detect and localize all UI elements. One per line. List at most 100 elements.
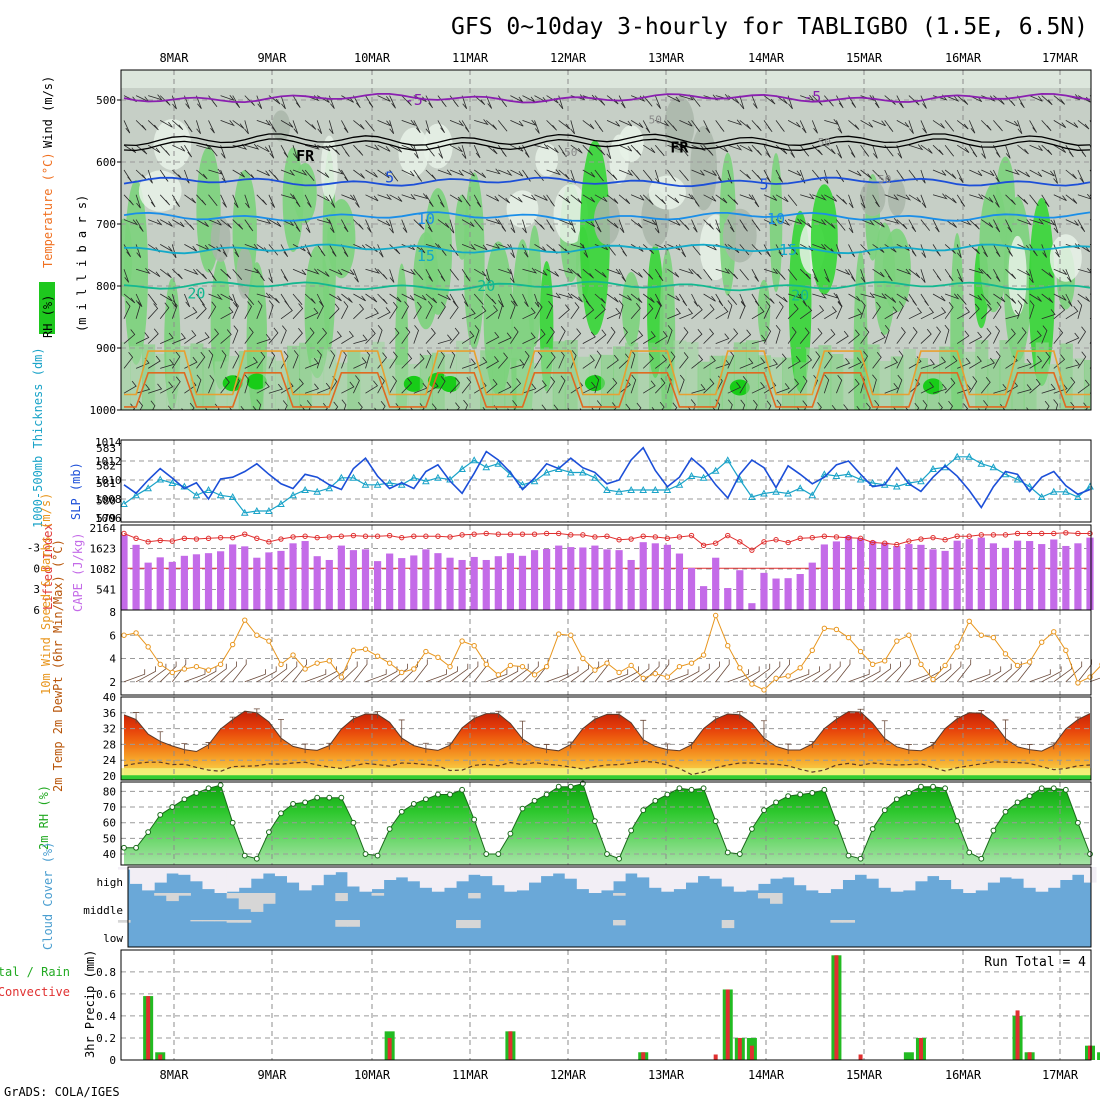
- cape-bar-54: [772, 578, 780, 610]
- temp-minmax-bar: [398, 719, 405, 743]
- temp-minmax-bar: [978, 710, 985, 718]
- cloud-bar-high: [166, 867, 179, 874]
- cape-bar-9: [229, 544, 237, 610]
- precip-conv-bar-52: [749, 1045, 754, 1060]
- rh2m-point: [833, 819, 840, 826]
- li-point: [290, 534, 296, 540]
- li-point: [616, 537, 622, 543]
- rh-legend-swatch: [39, 282, 55, 334]
- temp-minmax-bar: [616, 711, 623, 719]
- rh2m-point: [241, 852, 248, 859]
- li-point: [507, 531, 514, 537]
- wind-point: [712, 612, 719, 619]
- thickness-point: [277, 499, 285, 507]
- slp-series: [120, 446, 1094, 516]
- rh2m-point: [543, 791, 550, 798]
- contour-label-3: FR: [670, 139, 689, 157]
- isotherm-15: [123, 243, 1091, 255]
- temp-minmax-bar: [374, 711, 381, 719]
- bottom-date-9: 17MAR: [1042, 1068, 1079, 1082]
- li-point: [930, 534, 936, 541]
- wind-point: [797, 665, 803, 671]
- cloud-bar-high: [1011, 867, 1025, 879]
- cloud-bar-high: [407, 867, 421, 882]
- wind-point: [906, 632, 912, 638]
- top-date-8: 16MAR: [945, 51, 982, 65]
- cape-bar-75: [1026, 541, 1034, 610]
- cloud-bar-middle: [770, 893, 783, 904]
- thickness-point: [325, 484, 334, 492]
- li-label: Lifted Index: [41, 523, 55, 610]
- thickness-point: [1025, 482, 1034, 490]
- credit: GrADS: COLA/IGES: [4, 1085, 120, 1099]
- thickness-point: [965, 452, 974, 460]
- wind-barb: [860, 666, 881, 683]
- cape-bar-46: [675, 553, 684, 610]
- thickness-point: [518, 480, 527, 488]
- cape-bar-26: [434, 553, 442, 610]
- rh2m-point: [435, 791, 441, 798]
- temp-minmax-bar: [277, 719, 284, 743]
- li-point: [423, 533, 429, 539]
- precip-convective-label: Convective: [0, 985, 70, 999]
- wind-barb: [775, 659, 790, 683]
- li-point: [374, 533, 381, 539]
- li-point: [338, 533, 345, 539]
- precip-conv-bar-50: [725, 989, 730, 1060]
- pressure-tick-1: 600: [96, 156, 116, 169]
- cape-bar-80: [1086, 537, 1094, 610]
- wind-barb: [836, 659, 851, 683]
- temp-minmax-bar: [736, 711, 743, 719]
- temp-minmax-bar: [350, 715, 357, 723]
- wind-point: [821, 625, 828, 631]
- bottom-date-2: 10MAR: [354, 1068, 391, 1082]
- cloud-bar-high: [854, 867, 868, 875]
- cloud-bar-high: [625, 867, 638, 874]
- li-point: [882, 540, 888, 546]
- precip-conv-bar-32: [508, 1031, 513, 1060]
- wind-point: [990, 634, 997, 641]
- rh2m-point: [338, 794, 345, 801]
- wind-barb: [654, 659, 670, 683]
- wind-point: [121, 632, 127, 638]
- thickness-point: [530, 477, 539, 485]
- cloud-bar-high: [395, 867, 409, 878]
- cloud-cover-panel: high middle low Cloud Cover (%): [41, 842, 1097, 950]
- wind-barb: [630, 663, 650, 683]
- cloud-bar-high: [794, 867, 807, 886]
- rh2m-point: [797, 791, 804, 798]
- temp-minmax-bar: [253, 708, 260, 717]
- cape-bar-41: [615, 550, 623, 610]
- cloud-bar-middle: [250, 893, 264, 912]
- wind-barb: [787, 669, 810, 683]
- wind-point: [495, 672, 502, 678]
- cape-bar-15: [301, 541, 309, 610]
- cloud-bar-high: [951, 867, 964, 890]
- wind-point: [737, 665, 743, 671]
- wind-point: [374, 653, 381, 659]
- wind-barb: [1041, 666, 1062, 683]
- cape-bar-18: [337, 545, 345, 610]
- rh2m-point: [398, 808, 405, 815]
- cloud-bar-high: [371, 867, 385, 890]
- thickness-point: [252, 506, 261, 514]
- wind-point: [386, 660, 393, 666]
- li-point: [217, 534, 224, 541]
- thickness-point: [591, 473, 599, 481]
- wind-barb: [715, 659, 730, 683]
- wind-point: [918, 661, 924, 668]
- thickness-point: [627, 485, 635, 493]
- precip-conv-bar-61: [858, 1054, 863, 1060]
- bottom-date-4: 12MAR: [550, 1068, 587, 1082]
- li-point: [205, 535, 212, 542]
- rh2m-point: [1014, 799, 1021, 806]
- cape-tick-1: 1623: [90, 543, 117, 556]
- cape-tick-2: 1082: [90, 563, 117, 576]
- cloud-bar-middle: [757, 893, 771, 899]
- precip-tick-2: 0.4: [96, 1010, 116, 1023]
- wind-axis: 8 6 4 2: [109, 606, 116, 689]
- cape-li-panel: -3 0 3 6 2164 1623 1082 541 Lifted Index CAPE (…: [27, 522, 1094, 617]
- thickness-tick-4: 579: [96, 512, 116, 525]
- wind-point: [749, 681, 755, 687]
- wind-barb: [341, 661, 358, 683]
